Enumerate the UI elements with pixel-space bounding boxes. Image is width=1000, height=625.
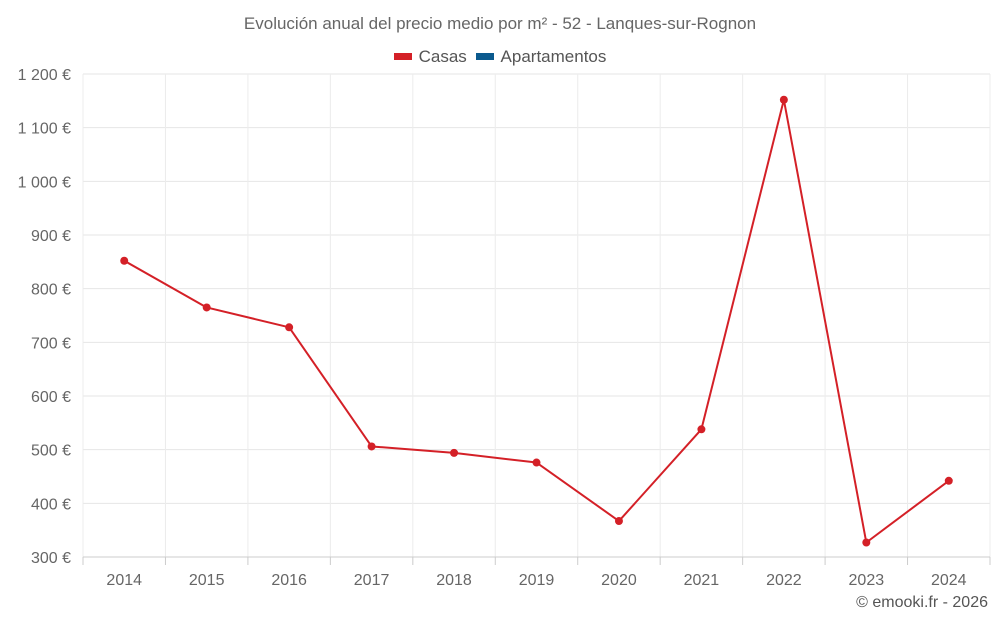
y-tick-label: 600 € bbox=[31, 389, 71, 406]
credit-text: © emooki.fr - 2026 bbox=[856, 594, 988, 611]
data-point-casas bbox=[862, 538, 871, 547]
data-point-casas bbox=[614, 517, 623, 526]
x-tick-label: 2020 bbox=[601, 572, 637, 589]
legend-label-casas: Casas bbox=[418, 46, 467, 66]
data-point-casas bbox=[697, 425, 706, 434]
legend-swatch-casas bbox=[393, 53, 412, 60]
x-tick-label: 2022 bbox=[766, 572, 802, 589]
y-tick-label: 500 € bbox=[31, 443, 71, 460]
y-tick-label: 1 000 € bbox=[18, 174, 71, 191]
x-tick-label: 2018 bbox=[436, 572, 472, 589]
y-axis: 300 € 400 € 500 € 600 € 700 € 800 € 900 € 1 000… bbox=[18, 67, 71, 567]
y-tick-label: 800 € bbox=[31, 282, 71, 299]
data-point-casas bbox=[120, 256, 129, 265]
y-tick-label: 400 € bbox=[31, 496, 71, 513]
x-tick-label: 2019 bbox=[519, 572, 555, 589]
x-tick-label: 2021 bbox=[684, 572, 720, 589]
legend-item-casas[interactable]: Casas bbox=[393, 46, 467, 67]
data-point-casas bbox=[532, 458, 541, 467]
x-tick-label: 2015 bbox=[189, 572, 225, 589]
legend: Casas Apartamentos bbox=[0, 45, 1000, 67]
data-point-casas bbox=[285, 323, 294, 332]
y-tick-label: 1 200 € bbox=[18, 67, 71, 84]
y-tick-label: 700 € bbox=[31, 335, 71, 352]
x-axis: 2014 2015 2016 2017 2018 2019 2020 2021 2022 2023… bbox=[82, 556, 991, 589]
data-point-casas bbox=[779, 95, 788, 104]
x-tick-label: 2016 bbox=[271, 572, 307, 589]
series-layer bbox=[120, 95, 953, 547]
legend-item-apartamentos[interactable]: Apartamentos bbox=[475, 46, 607, 67]
chart-title: Evolución anual del precio medio por m² … bbox=[243, 14, 757, 33]
y-tick-label: 900 € bbox=[31, 228, 71, 245]
data-point-casas bbox=[202, 303, 211, 312]
grid-lines bbox=[82, 73, 991, 558]
data-point-casas bbox=[450, 448, 459, 457]
legend-label-apartamentos: Apartamentos bbox=[500, 46, 607, 66]
x-tick-label: 2023 bbox=[849, 572, 885, 589]
x-tick-label: 2017 bbox=[354, 572, 390, 589]
data-point-casas bbox=[944, 476, 953, 485]
data-point-casas bbox=[367, 442, 376, 451]
x-tick-label: 2014 bbox=[106, 572, 142, 589]
x-tick-label: 2024 bbox=[931, 572, 967, 589]
legend-swatch-apartamentos bbox=[475, 53, 494, 60]
y-tick-label: 1 100 € bbox=[18, 121, 71, 138]
y-tick-label: 300 € bbox=[31, 550, 71, 567]
